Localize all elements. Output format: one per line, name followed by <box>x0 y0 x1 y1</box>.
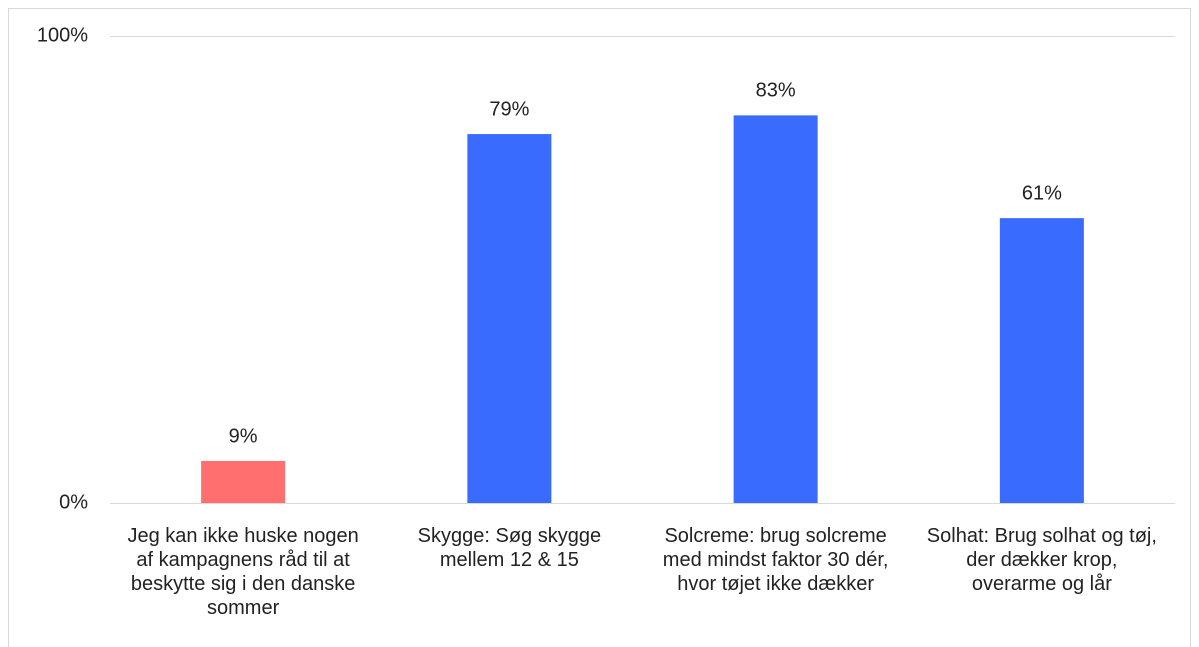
y-tick-label: 100% <box>37 24 88 46</box>
label-line: mellem 12 & 15 <box>440 549 579 571</box>
label-line: sommer <box>207 597 280 619</box>
bar <box>999 218 1084 503</box>
bar <box>467 134 552 503</box>
bar <box>201 460 286 503</box>
x-tick-label: Solhat: Brug solhat og tøj, der dækker kr… <box>927 525 1157 595</box>
label-line: af kampagnens råd til at <box>136 549 350 571</box>
data-label: 83% <box>756 80 796 102</box>
bar <box>733 115 818 503</box>
label-line: beskytte sig i den danske <box>131 573 356 595</box>
label-line: Solhat: Brug solhat og tøj, <box>927 525 1157 547</box>
label-line: Jeg kan ikke huske nogen <box>127 525 358 547</box>
data-label: 61% <box>1022 182 1062 204</box>
chart-frame <box>8 8 1191 647</box>
label-line: hvor tøjet ikke dækker <box>677 573 874 595</box>
x-tick-label: Skygge: Søg skygge mellem 12 & 15 <box>418 525 601 571</box>
x-tick-label: Solcreme: brug solcreme med mindst faktor… <box>663 525 889 595</box>
label-line: Solcreme: brug solcreme <box>664 525 886 547</box>
label-line: overarme og lår <box>972 573 1112 595</box>
label-line: Skygge: Søg skygge <box>418 525 601 547</box>
x-tick-label: Jeg kan ikke huske nogen af kampagnens rå… <box>127 525 358 619</box>
data-label: 79% <box>489 98 529 120</box>
label-line: der dækker krop, <box>966 549 1117 571</box>
y-tick-label: 0% <box>59 491 88 513</box>
label-line: med mindst faktor 30 dér, <box>663 549 889 571</box>
data-label: 9% <box>229 425 258 447</box>
